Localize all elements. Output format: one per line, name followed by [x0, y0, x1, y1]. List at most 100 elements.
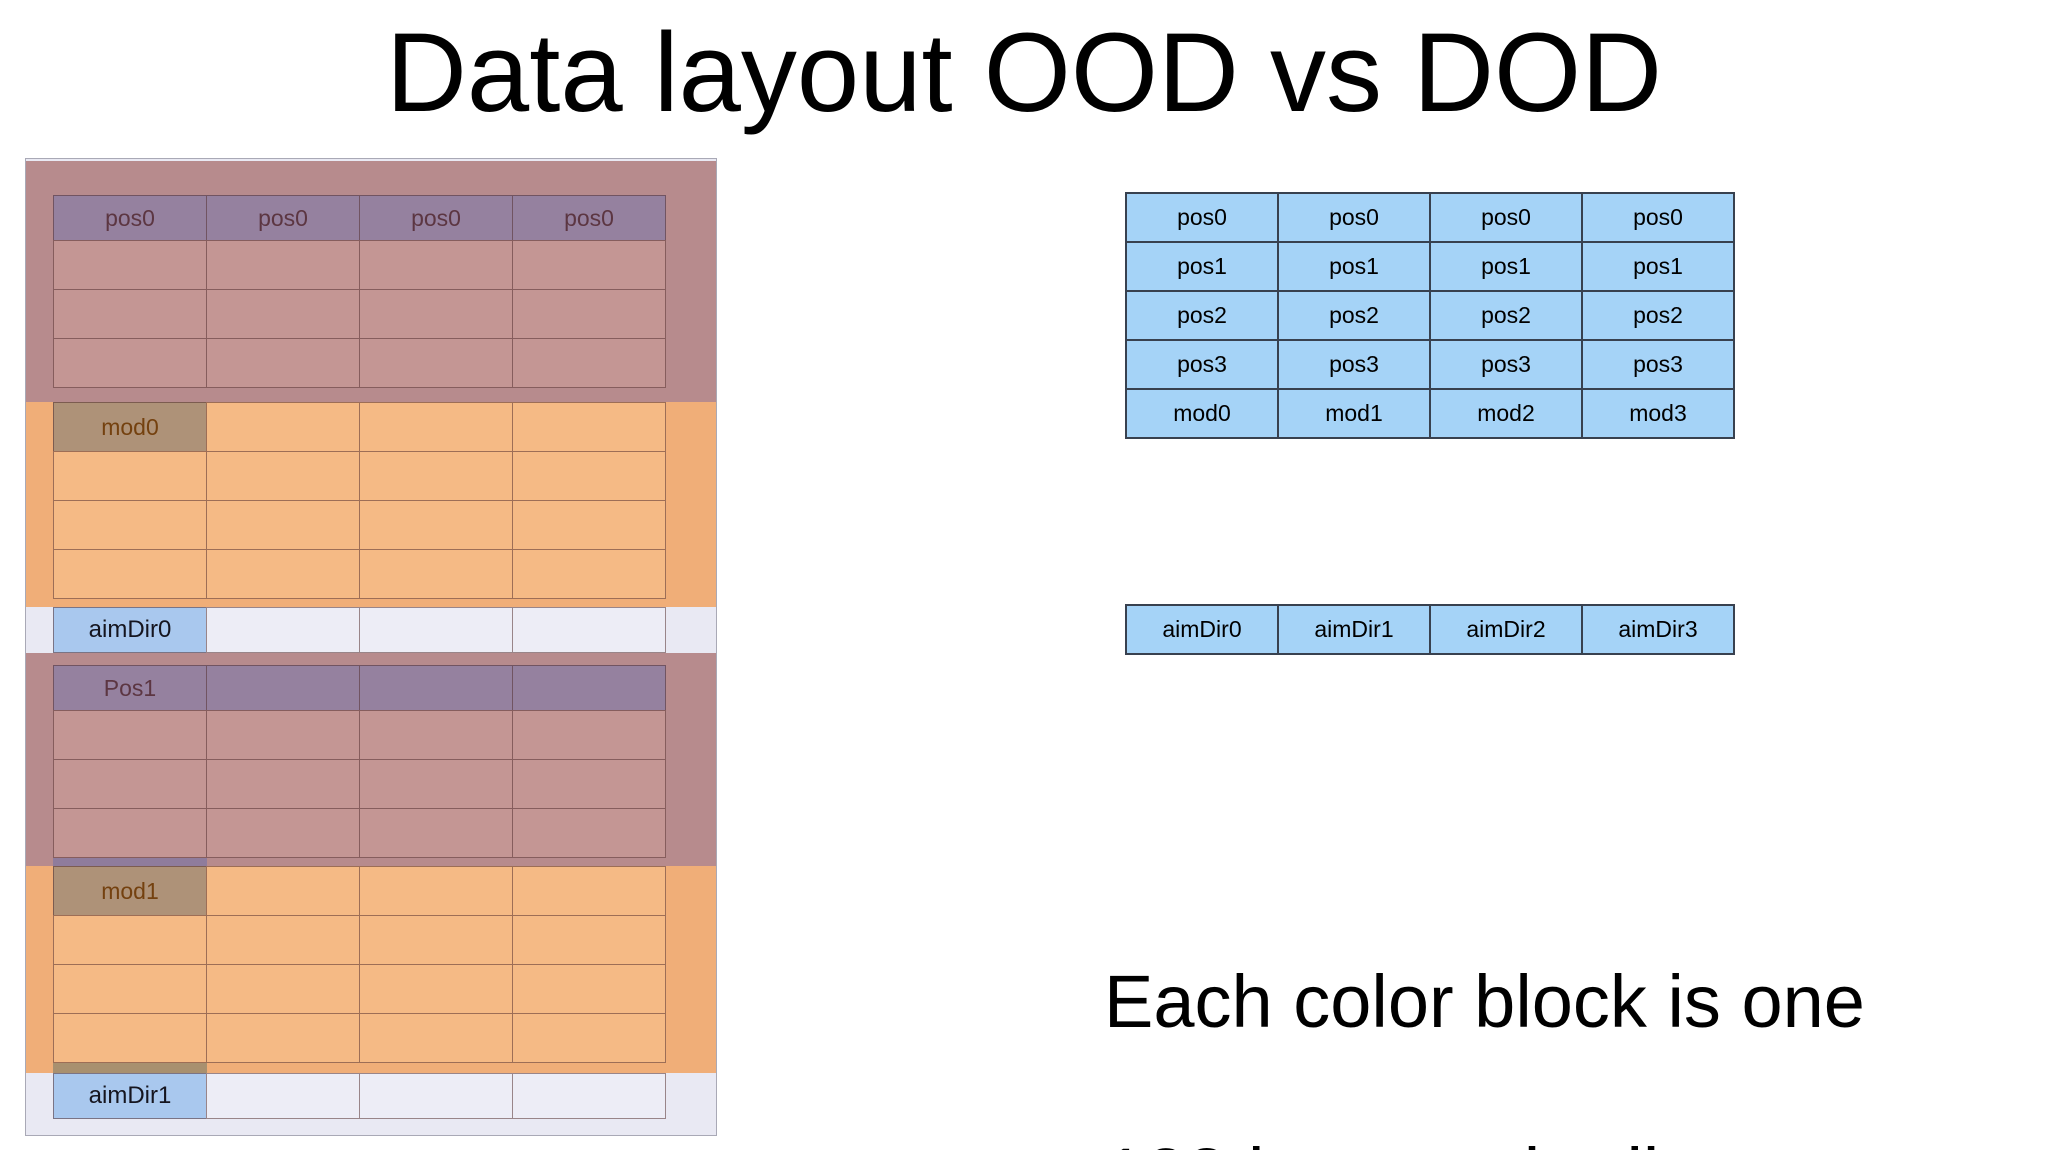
ood-empty-cell — [512, 451, 666, 501]
dod-table: pos0 pos0 pos0 pos0 pos1 pos1 pos1 pos1 pos2 pos2… — [1125, 192, 1735, 439]
ood-pos-header-cell: pos0 — [512, 195, 666, 241]
ood-empty-cell — [359, 289, 513, 339]
ood-overlay-sliver — [53, 1063, 207, 1073]
ood-empty-cell — [206, 759, 360, 809]
ood-aimdir-row: aimDir0 — [26, 607, 716, 653]
ood-empty-cell — [512, 240, 666, 290]
dod-cell: pos3 — [1125, 339, 1279, 390]
ood-empty-cell — [512, 549, 666, 599]
dod-table-row: pos0 pos0 pos0 pos0 — [1125, 192, 1735, 243]
ood-empty-cell — [53, 549, 207, 599]
ood-empty-cell — [512, 402, 666, 452]
caption-text: Each color block is one 128 byte cache l… — [1104, 872, 1865, 1150]
ood-empty-cell — [206, 451, 360, 501]
ood-pos-header-cell — [206, 665, 360, 711]
ood-empty-cell — [53, 759, 207, 809]
dod-cell: pos0 — [1125, 192, 1279, 243]
ood-empty-cell — [206, 338, 360, 388]
ood-empty-cell — [206, 710, 360, 760]
ood-empty-cell — [53, 808, 207, 858]
ood-empty-cell — [359, 338, 513, 388]
ood-empty-cell — [512, 759, 666, 809]
caption-line-2: 128 byte cache line — [1104, 1133, 1742, 1150]
ood-pos-header-cell: pos0 — [206, 195, 360, 241]
ood-aimdir-label-cell: aimDir0 — [53, 607, 207, 653]
ood-empty-cell — [53, 338, 207, 388]
dod-cell: pos2 — [1277, 290, 1431, 341]
ood-pos-header-cell — [359, 665, 513, 711]
ood-empty-cell — [512, 1073, 666, 1119]
dod-aimdir-cell: aimDir3 — [1581, 604, 1735, 655]
ood-empty-cell — [359, 759, 513, 809]
ood-aimdir-row: aimDir1 — [26, 1073, 716, 1119]
ood-empty-cell — [206, 915, 360, 965]
dod-cell: pos0 — [1429, 192, 1583, 243]
ood-empty-cell — [53, 710, 207, 760]
ood-diagram: pos0 pos0 pos0 pos0 mod0 aimDir0 Pos1 mod1 aimDi… — [25, 158, 717, 1136]
dod-table-row: mod0 mod1 mod2 mod3 — [1125, 388, 1735, 439]
ood-empty-cell — [512, 289, 666, 339]
ood-pos-header-cell: Pos1 — [53, 665, 207, 711]
ood-empty-cell — [512, 964, 666, 1014]
dod-table-row: pos2 pos2 pos2 pos2 — [1125, 290, 1735, 341]
ood-empty-cell — [206, 240, 360, 290]
ood-empty-cell — [512, 808, 666, 858]
ood-empty-cell — [512, 915, 666, 965]
dod-cell: pos0 — [1581, 192, 1735, 243]
ood-empty-cell — [359, 808, 513, 858]
dod-cell: pos2 — [1581, 290, 1735, 341]
ood-empty-cell — [206, 607, 360, 653]
ood-mod-label-cell: mod1 — [53, 866, 207, 916]
dod-aimdir-cells: aimDir0 aimDir1 aimDir2 aimDir3 — [1125, 604, 1735, 655]
ood-aimdir-label-cell: aimDir1 — [53, 1073, 207, 1119]
slide-title: Data layout OOD vs DOD — [386, 10, 1662, 135]
ood-pos-block: pos0 pos0 pos0 pos0 — [26, 161, 716, 402]
ood-empty-cell — [53, 240, 207, 290]
dod-cell: pos3 — [1581, 339, 1735, 390]
dod-cell: pos1 — [1429, 241, 1583, 292]
ood-empty-cell — [206, 1013, 360, 1063]
dod-cell: pos3 — [1277, 339, 1431, 390]
ood-empty-cell — [359, 549, 513, 599]
ood-empty-cell — [359, 1073, 513, 1119]
ood-empty-cell — [206, 549, 360, 599]
caption-line-1: Each color block is one — [1104, 959, 1865, 1043]
ood-pos-header-cell: pos0 — [359, 195, 513, 241]
ood-empty-cell — [359, 1013, 513, 1063]
ood-empty-cell — [512, 866, 666, 916]
ood-pos-header-cell — [512, 665, 666, 711]
ood-pos-block: Pos1 — [26, 653, 716, 866]
ood-empty-cell — [359, 240, 513, 290]
ood-empty-cell — [206, 866, 360, 916]
ood-mod-label-cell: mod0 — [53, 402, 207, 452]
ood-mod-block: mod0 — [26, 402, 716, 607]
ood-empty-cell — [53, 500, 207, 550]
ood-empty-cell — [53, 289, 207, 339]
ood-empty-cell — [512, 338, 666, 388]
dod-cell: mod3 — [1581, 388, 1735, 439]
ood-empty-cell — [359, 710, 513, 760]
dod-table-row: pos3 pos3 pos3 pos3 — [1125, 339, 1735, 390]
dod-cell: pos1 — [1581, 241, 1735, 292]
ood-empty-cell — [206, 808, 360, 858]
ood-empty-cell — [206, 402, 360, 452]
dod-aimdir-cell: aimDir2 — [1429, 604, 1583, 655]
ood-empty-cell — [53, 1013, 207, 1063]
ood-empty-cell — [512, 500, 666, 550]
ood-empty-cell — [206, 964, 360, 1014]
ood-empty-cell — [359, 866, 513, 916]
dod-cell: mod2 — [1429, 388, 1583, 439]
ood-empty-cell — [206, 500, 360, 550]
ood-empty-cell — [512, 710, 666, 760]
dod-cell: pos2 — [1125, 290, 1279, 341]
ood-empty-cell — [53, 451, 207, 501]
ood-mod-block: mod1 — [26, 866, 716, 1073]
ood-empty-cell — [359, 607, 513, 653]
ood-empty-cell — [359, 915, 513, 965]
ood-empty-cell — [53, 915, 207, 965]
dod-aimdir-cell: aimDir0 — [1125, 604, 1279, 655]
ood-empty-cell — [512, 1013, 666, 1063]
ood-empty-cell — [512, 607, 666, 653]
dod-cell: mod1 — [1277, 388, 1431, 439]
